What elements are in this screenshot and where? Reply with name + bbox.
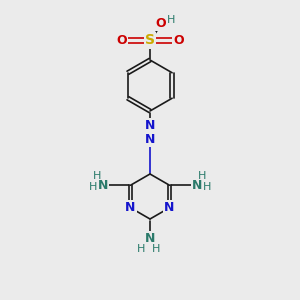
Text: H: H [93, 171, 102, 181]
Text: H: H [137, 244, 145, 254]
Text: N: N [145, 133, 155, 146]
Text: H: H [152, 244, 160, 254]
Text: O: O [116, 34, 127, 47]
Text: O: O [155, 16, 166, 30]
Text: N: N [164, 201, 175, 214]
Text: S: S [145, 34, 155, 47]
Text: H: H [198, 171, 207, 181]
Text: N: N [125, 201, 136, 214]
Text: N: N [145, 232, 155, 245]
Text: H: H [89, 182, 97, 192]
Text: N: N [145, 119, 155, 132]
Text: H: H [203, 182, 211, 192]
Text: N: N [192, 179, 202, 192]
Text: N: N [98, 179, 108, 192]
Text: H: H [167, 15, 175, 25]
Text: O: O [173, 34, 184, 47]
